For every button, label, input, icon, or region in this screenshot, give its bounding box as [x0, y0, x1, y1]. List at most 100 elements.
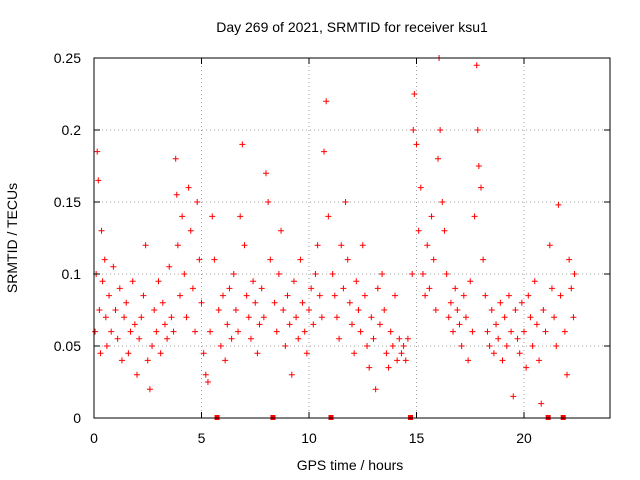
data-point	[149, 343, 156, 349]
data-point	[488, 307, 495, 313]
y-tick-label: 0.05	[54, 338, 81, 354]
grid-lines	[94, 58, 610, 418]
data-point	[426, 285, 433, 292]
data-point	[471, 213, 478, 220]
data-point	[372, 386, 379, 393]
data-point	[157, 350, 164, 357]
data-point	[136, 335, 143, 342]
data-point	[250, 278, 257, 285]
data-point	[166, 263, 173, 270]
data-point	[97, 350, 104, 357]
data-point	[387, 328, 394, 335]
data-point	[469, 328, 476, 335]
data-point	[92, 328, 99, 335]
data-point	[542, 328, 549, 335]
data-point	[452, 285, 459, 292]
data-point	[413, 141, 420, 148]
data-point	[131, 321, 138, 328]
data-point	[222, 357, 229, 364]
data-point	[344, 256, 351, 263]
data-point	[194, 199, 201, 205]
data-point	[173, 191, 180, 198]
x-tick-label: 15	[409, 430, 425, 446]
data-point	[510, 393, 517, 400]
data-point	[364, 343, 371, 349]
chart-title: Day 269 of 2021, SRMTID for receiver ksu…	[216, 19, 488, 35]
data-point	[478, 184, 484, 191]
data-point	[308, 285, 315, 292]
data-point	[254, 350, 261, 357]
data-point	[245, 314, 252, 321]
data-point	[297, 256, 304, 263]
data-point	[460, 292, 467, 299]
data-point	[200, 350, 207, 357]
data-point	[151, 307, 158, 313]
data-point	[239, 141, 246, 148]
data-point	[553, 343, 560, 349]
data-point	[548, 285, 555, 292]
data-point	[232, 307, 239, 313]
data-point	[533, 321, 540, 328]
data-point	[267, 256, 274, 263]
data-point	[164, 335, 171, 342]
data-point	[207, 328, 214, 335]
data-point	[142, 242, 149, 249]
data-point	[383, 350, 390, 357]
data-point	[198, 299, 205, 306]
data-point	[209, 213, 216, 220]
data-point	[284, 292, 291, 299]
data-point	[146, 386, 153, 393]
y-tick-label: 0.15	[54, 194, 81, 210]
data-point	[299, 299, 306, 306]
data-point	[103, 343, 110, 349]
data-points	[92, 55, 578, 407]
data-point	[293, 314, 300, 321]
data-point	[177, 292, 183, 299]
y-tick-label: 0.1	[62, 266, 82, 282]
data-point	[230, 271, 237, 277]
data-point	[224, 321, 231, 328]
data-point	[404, 335, 411, 342]
data-point	[527, 314, 534, 321]
data-point	[159, 299, 166, 306]
data-point	[516, 350, 523, 357]
data-point	[361, 292, 368, 299]
data-point	[389, 343, 396, 349]
data-point	[336, 335, 343, 342]
data-point	[355, 307, 362, 313]
data-point	[422, 292, 429, 299]
data-point	[202, 371, 209, 378]
data-point	[508, 328, 515, 335]
data-point	[196, 256, 203, 263]
data-point	[551, 314, 558, 321]
data-point	[301, 328, 308, 335]
data-point	[260, 314, 267, 321]
data-point	[226, 285, 233, 292]
data-point	[561, 328, 568, 335]
data-point	[379, 271, 386, 277]
data-point	[564, 371, 570, 378]
data-point	[96, 307, 103, 313]
data-point	[443, 271, 450, 277]
data-point	[441, 227, 448, 234]
data-point	[189, 285, 196, 292]
data-point	[153, 328, 160, 335]
data-point	[346, 299, 353, 306]
data-point	[286, 321, 293, 328]
data-point	[465, 357, 472, 364]
data-point	[331, 292, 338, 299]
data-point	[432, 307, 439, 313]
data-point	[144, 357, 151, 364]
data-point	[536, 357, 543, 364]
x-axis-label: GPS time / hours	[297, 457, 404, 473]
data-point	[370, 335, 377, 342]
data-point	[288, 371, 295, 378]
data-point	[392, 292, 398, 299]
data-point	[529, 343, 536, 349]
data-point	[342, 199, 349, 205]
data-point	[271, 299, 278, 306]
y-tick-label: 0	[73, 410, 81, 426]
data-point	[437, 127, 444, 133]
data-point	[179, 213, 186, 220]
data-point	[98, 227, 105, 234]
